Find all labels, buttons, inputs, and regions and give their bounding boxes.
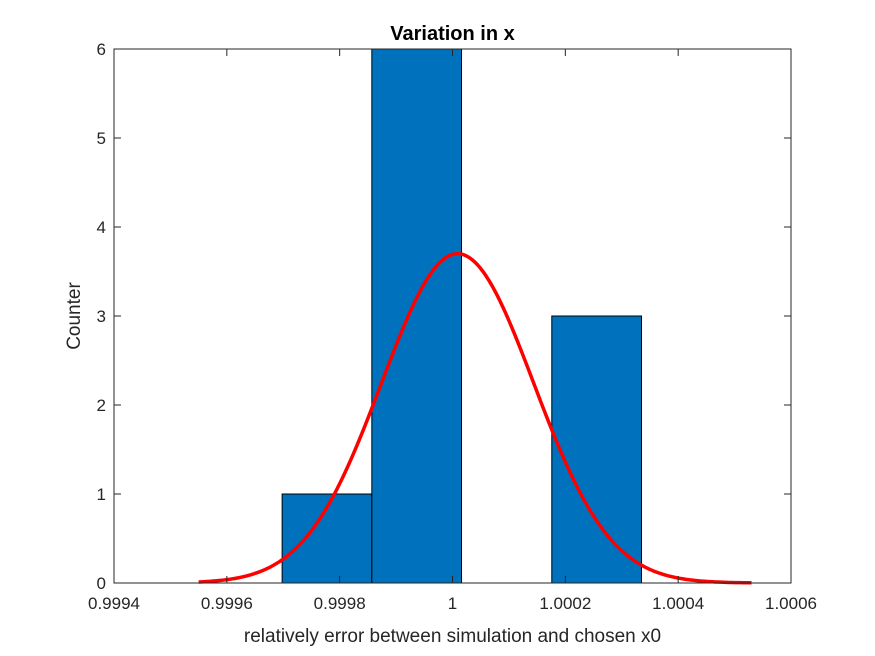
x-tick-label: 0.9996 xyxy=(201,594,253,613)
x-tick-label: 1 xyxy=(448,594,457,613)
y-tick-label: 3 xyxy=(97,307,106,326)
x-axis: 0.9994 0.9996 0.9998 1 1.0002 1.0004 1.0006 xyxy=(88,49,817,613)
y-tick-label: 4 xyxy=(97,218,106,237)
x-tick-label: 1.0004 xyxy=(652,594,704,613)
histogram-bar-4 xyxy=(551,315,642,584)
y-tick-label: 2 xyxy=(97,396,106,415)
x-axis-label: relatively error between simulation and … xyxy=(244,626,661,647)
histogram-bar-2 xyxy=(371,48,463,584)
y-axis: 0 1 2 3 4 5 6 xyxy=(97,40,791,593)
x-tick-label: 0.9994 xyxy=(88,594,140,613)
y-tick-label: 6 xyxy=(97,40,106,59)
x-tick-label: 1.0006 xyxy=(765,594,817,613)
y-tick-label: 5 xyxy=(97,129,106,148)
normal-fit-curve xyxy=(198,251,752,585)
y-tick-label: 0 xyxy=(97,574,106,593)
histogram-bars xyxy=(281,48,642,584)
x-tick-label: 0.9998 xyxy=(314,594,366,613)
chart-title: Variation in x xyxy=(390,23,514,45)
y-tick-label: 1 xyxy=(97,485,106,504)
y-axis-label: Counter xyxy=(64,282,85,350)
x-tick-label: 1.0002 xyxy=(539,594,591,613)
